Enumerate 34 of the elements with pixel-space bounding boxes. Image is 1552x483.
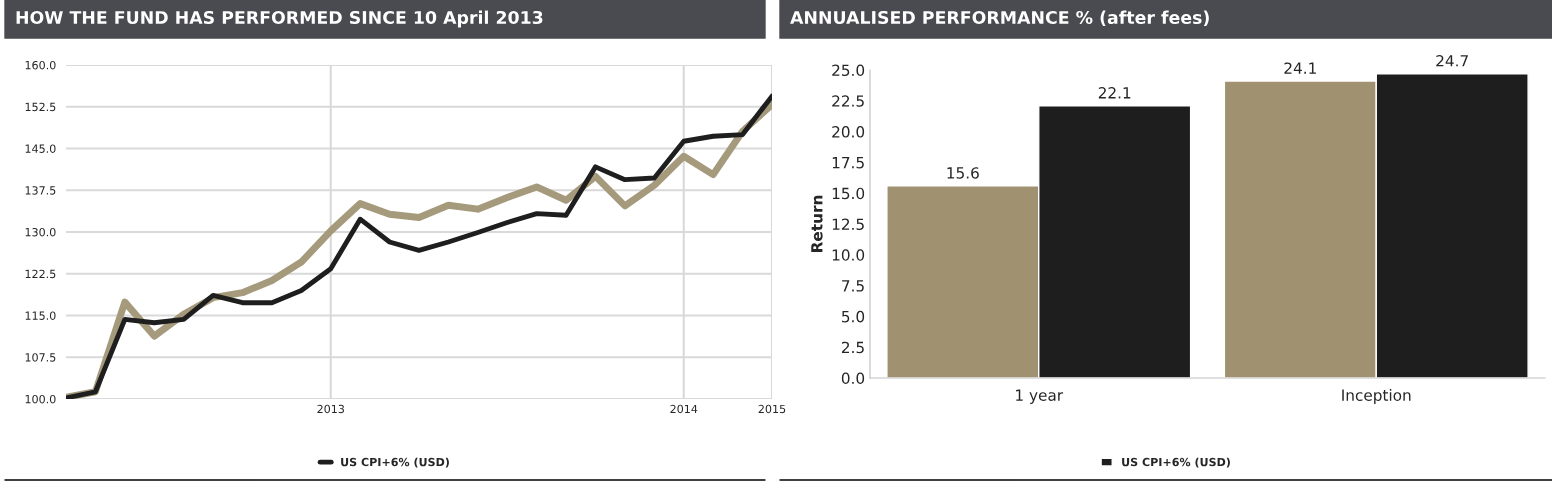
y-tick-label: 15.0 <box>832 187 865 200</box>
x-tick-label: Inception <box>1342 389 1411 404</box>
legend-label: US CPI+6% (USD) <box>341 457 449 468</box>
y-tick-label: 100.0 <box>25 394 56 404</box>
data-label: 24.1 <box>1284 62 1316 74</box>
y-tick-label: 160.0 <box>25 60 56 70</box>
y-tick-label: 0.0 <box>841 372 865 385</box>
x-tick-label: 2013 <box>317 404 344 414</box>
x-tick-label: 2014 <box>670 404 698 414</box>
y-tick-label: 145.0 <box>25 144 56 153</box>
x-tick-label: 1 year <box>1016 389 1064 404</box>
y-tick-label: 152.5 <box>25 102 56 112</box>
legend-label: US CPI+6% (USD) <box>1122 457 1230 468</box>
y-tick-label: 115.0 <box>25 311 56 320</box>
y-tick-label: 137.5 <box>25 186 56 195</box>
y-tick-label: 10.0 <box>832 249 865 261</box>
data-label: 24.7 <box>1436 55 1468 67</box>
x-tick-label: 2015 <box>758 404 786 414</box>
y-tick-label: 5.0 <box>842 310 865 323</box>
chart-title: ANNUALISED PERFORMANCE % (after fees) <box>790 10 1209 27</box>
y-tick-label: 107.5 <box>25 353 56 362</box>
y-axis-title: Return <box>811 195 823 252</box>
data-label: 15.6 <box>947 167 979 179</box>
y-tick-label: 122.5 <box>25 269 56 279</box>
y-tick-label: 25.0 <box>832 64 865 77</box>
data-label: 22.1 <box>1098 87 1131 99</box>
y-tick-label: 130.0 <box>25 227 56 237</box>
y-tick-label: 20.0 <box>832 126 865 138</box>
y-tick-label: 2.5 <box>841 341 864 354</box>
chart-title: HOW THE FUND HAS PERFORMED SINCE 10 April 2013 <box>16 10 543 28</box>
y-tick-label: 17.5 <box>832 157 864 169</box>
y-tick-label: 7.5 <box>842 280 864 292</box>
y-tick-label: 12.5 <box>832 218 864 231</box>
y-tick-label: 22.5 <box>832 95 864 107</box>
